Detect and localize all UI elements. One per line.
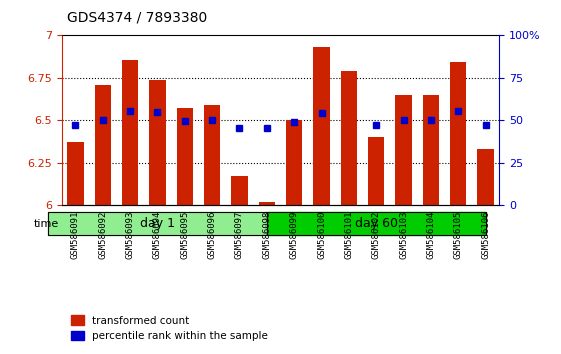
Bar <box>67 142 84 205</box>
Text: GDS4374 / 7893380: GDS4374 / 7893380 <box>67 11 208 25</box>
Bar <box>313 47 330 205</box>
Bar <box>477 149 494 205</box>
Bar <box>396 95 412 205</box>
Bar <box>286 120 302 205</box>
Bar <box>122 60 138 205</box>
Bar <box>204 105 220 205</box>
Text: time: time <box>34 219 59 229</box>
Text: day 1: day 1 <box>140 217 175 230</box>
Text: day 60: day 60 <box>355 217 398 230</box>
Bar <box>450 62 467 205</box>
Bar <box>259 202 275 205</box>
Bar <box>177 108 193 205</box>
Bar <box>231 176 247 205</box>
Bar <box>368 137 384 205</box>
Bar <box>341 71 357 205</box>
Bar <box>423 95 439 205</box>
Legend: transformed count, percentile rank within the sample: transformed count, percentile rank withi… <box>67 311 272 345</box>
Bar <box>149 80 165 205</box>
Bar <box>94 85 111 205</box>
